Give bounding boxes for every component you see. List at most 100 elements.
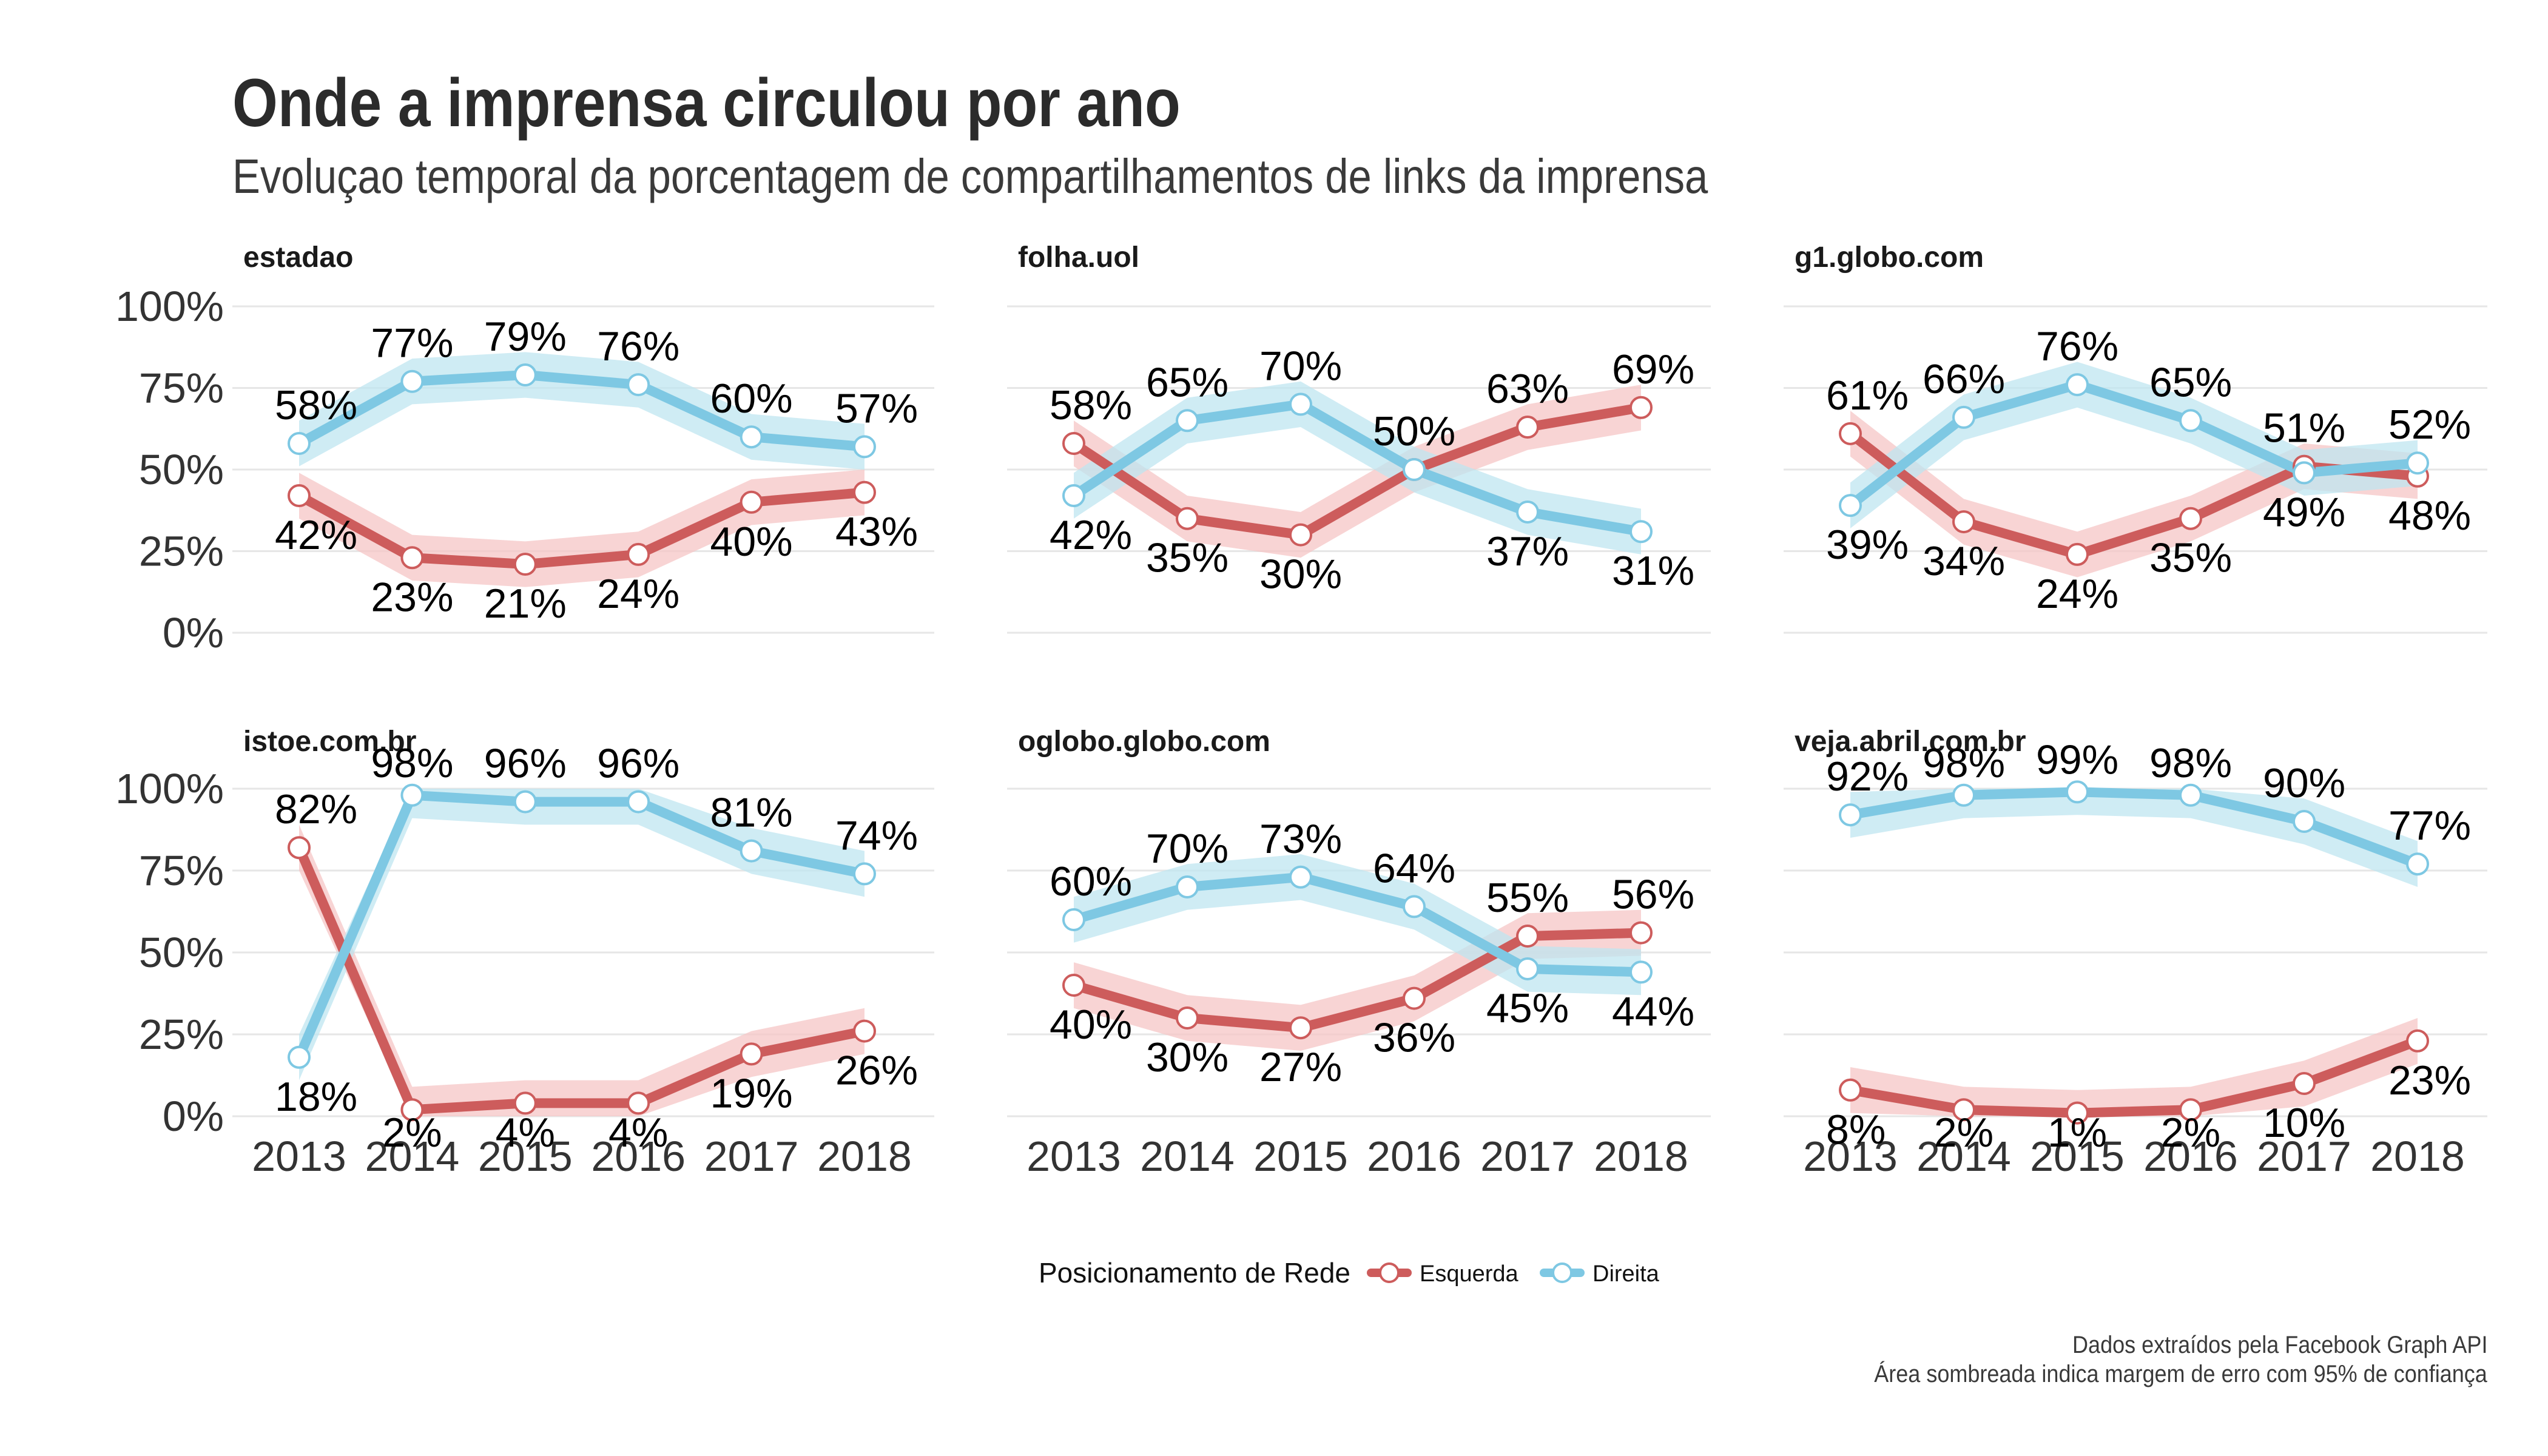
legend-swatch-point [1552, 1262, 1572, 1283]
x-tick-label: 2014 [1140, 1133, 1235, 1180]
panel-title: g1.globo.com [1795, 241, 1984, 274]
data-label: 31% [1612, 548, 1694, 594]
data-label: 57% [835, 385, 918, 431]
data-point [1403, 458, 1426, 481]
data-label: 45% [1486, 985, 1569, 1031]
data-label: 23% [371, 574, 453, 620]
data-label: 42% [275, 512, 357, 558]
data-point [400, 546, 424, 570]
data-point [1516, 416, 1539, 439]
caption-note: Área sombreada indica margem de erro com… [1874, 1361, 2487, 1387]
y-tick-label: 25% [139, 528, 224, 575]
data-point [1952, 1098, 1975, 1122]
data-label: 42% [1050, 512, 1132, 558]
data-point [1516, 500, 1539, 524]
confidence-band-direita [1850, 362, 2418, 528]
panel-title: estadao [243, 241, 353, 274]
data-label: 69% [1612, 346, 1694, 393]
x-tick-label: 2013 [252, 1133, 346, 1180]
data-label: 48% [2388, 493, 2471, 539]
data-label: 51% [2263, 405, 2345, 451]
y-tick-label: 25% [139, 1011, 224, 1058]
data-point [1952, 405, 1975, 429]
x-tick-label: 2014 [365, 1133, 460, 1180]
data-label: 2% [2161, 1110, 2220, 1156]
data-label: 1% [2048, 1110, 2107, 1156]
data-point [1403, 986, 1426, 1010]
series-line-direita [294, 790, 869, 1062]
x-tick-label: 2017 [704, 1133, 799, 1180]
data-point [1176, 507, 1199, 530]
data-point [1839, 1078, 1862, 1102]
panel-estadao: estadao 0% 25% 50% 75% 100% 42% 23% 21% 24% 40% 43%… [115, 241, 934, 656]
data-label: 77% [371, 320, 453, 366]
data-label: 74% [835, 812, 918, 858]
data-label: 73% [1259, 816, 1342, 862]
legend: Posicionamento de Rede Esquerda Direita [1039, 1257, 1660, 1289]
data-point [1289, 523, 1312, 547]
confidence-band-direita [1074, 854, 1641, 996]
series-line-direita [1069, 399, 1646, 537]
panel-title: oglobo.globo.com [1018, 726, 1270, 758]
data-point [1062, 484, 1085, 508]
caption-source: Dados extraídos pela Facebook Graph API [2072, 1332, 2487, 1358]
data-point [1839, 494, 1862, 517]
data-point [2179, 409, 2202, 433]
panel-istoe-com-br: istoe.com.br 0% 25% 50% 75% 100% 2013 2014 2015 2… [115, 726, 934, 1180]
panel-g1-globo-com: g1.globo.com 61% 34% 24% 35% 51% 48% 39% 66% 76% 6… [1784, 241, 2487, 634]
data-point [2179, 507, 2202, 530]
data-label: 76% [597, 323, 679, 369]
data-label: 50% [1373, 408, 1455, 454]
series-line-direita [1845, 787, 2422, 869]
data-point [400, 1098, 424, 1122]
data-point [2179, 1098, 2202, 1122]
data-label: 61% [1826, 372, 1909, 419]
data-label: 2% [382, 1110, 442, 1156]
y-tick-label: 100% [115, 283, 224, 330]
data-point [2406, 451, 2429, 475]
data-point [1289, 1016, 1312, 1040]
x-tick-label: 2018 [817, 1133, 912, 1180]
data-label: 70% [1259, 343, 1342, 389]
x-tick-label: 2017 [2257, 1133, 2351, 1180]
data-label: 35% [1146, 535, 1228, 581]
chart-subtitle: Evoluçao temporal da porcentagem de comp… [232, 149, 1708, 203]
data-label: 77% [2388, 803, 2471, 849]
data-label: 96% [597, 741, 679, 787]
data-point [400, 369, 424, 393]
data-label: 60% [710, 376, 793, 422]
confidence-band-esquerda [1074, 385, 1641, 558]
confidence-band-direita [299, 789, 864, 1080]
x-tick-label: 2018 [1594, 1133, 1688, 1180]
data-point [2066, 1101, 2089, 1125]
data-point [1952, 783, 1975, 807]
data-label: 65% [2149, 359, 2232, 405]
series-line-direita [294, 369, 869, 452]
data-label: 30% [1146, 1034, 1228, 1080]
legend-title: Posicionamento de Rede [1039, 1257, 1350, 1289]
series-line-esquerda [294, 843, 869, 1115]
data-point [288, 1045, 311, 1069]
data-point [1176, 409, 1199, 433]
series-line-direita [1845, 380, 2422, 511]
data-point [740, 1042, 763, 1066]
x-tick-label: 2017 [1480, 1133, 1575, 1180]
y-tick-label: 0% [163, 609, 224, 656]
data-point [1952, 510, 1975, 534]
data-label: 96% [484, 741, 567, 787]
y-tick-label: 75% [139, 847, 224, 894]
data-label: 60% [1050, 858, 1132, 905]
data-label: 90% [2263, 760, 2345, 806]
data-point [513, 1091, 537, 1115]
x-tick-label: 2015 [478, 1133, 573, 1180]
x-tick-label: 2013 [1803, 1133, 1898, 1180]
panel-title: istoe.com.br [243, 726, 416, 758]
data-point [1289, 393, 1312, 416]
data-label: 18% [275, 1074, 357, 1120]
data-label: 4% [608, 1110, 668, 1156]
data-point [853, 862, 876, 886]
panel-veja-abril-com-br: veja.abril.com.br 2013 2014 2015 2016 2017 201… [1784, 726, 2487, 1180]
panel-title: veja.abril.com.br [1795, 726, 2026, 758]
data-label: 92% [1826, 753, 1909, 800]
